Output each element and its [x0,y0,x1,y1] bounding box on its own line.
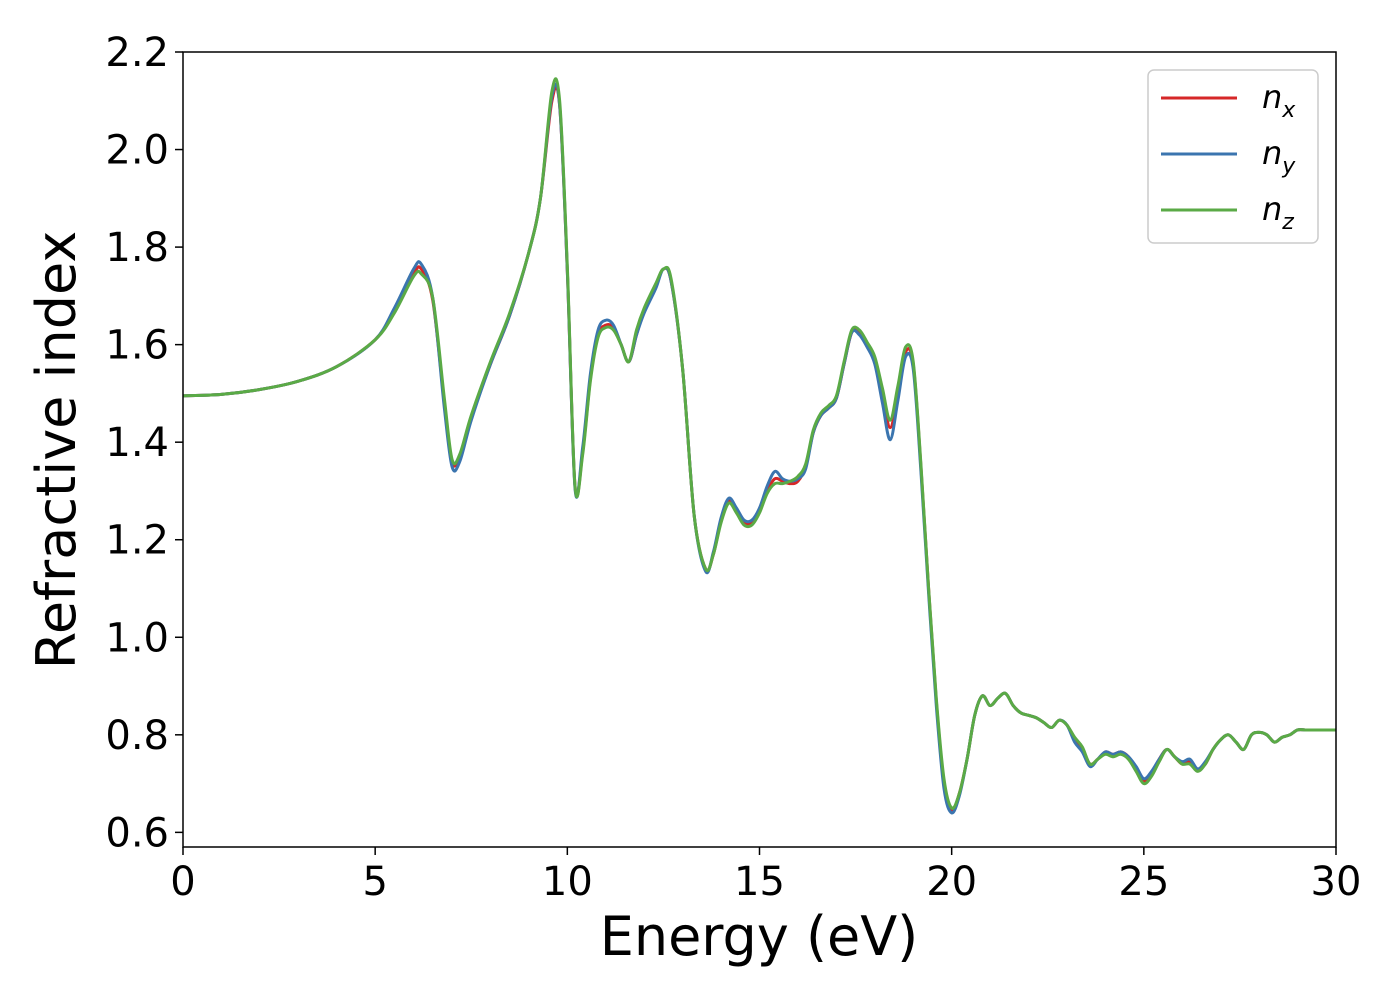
y-tick-label: 1.6 [105,323,169,369]
x-tick-label: 5 [362,859,387,905]
series-line-z [183,77,1336,810]
y-tick-label: 1.0 [105,615,169,661]
x-tick-label: 10 [542,859,593,905]
legend-box [1147,69,1319,244]
y-tick-label: 2.2 [105,30,169,76]
y-tick-label: 0.6 [105,810,169,856]
y-axis-ticks: 0.6 0.8 1.0 1.2 1.4 1.6 1.8 2.0 2.2 [105,30,183,856]
y-tick-label: 1.8 [105,225,169,271]
y-tick-label: 2.0 [105,128,169,174]
x-tick-label: 30 [1311,859,1362,905]
x-axis-title: Energy (eV) [600,905,919,968]
y-tick-label: 0.8 [105,713,169,759]
x-tick-label: 0 [170,859,195,905]
x-tick-label: 20 [926,859,977,905]
y-axis-title: Refractive index [25,231,88,670]
series-layer [183,77,1336,815]
y-tick-label: 1.2 [105,518,169,564]
x-axis-ticks: 0 5 10 15 20 25 30 [170,847,1361,905]
x-tick-label: 25 [1118,859,1169,905]
x-tick-label: 15 [734,859,785,905]
y-tick-label: 1.4 [105,420,169,466]
